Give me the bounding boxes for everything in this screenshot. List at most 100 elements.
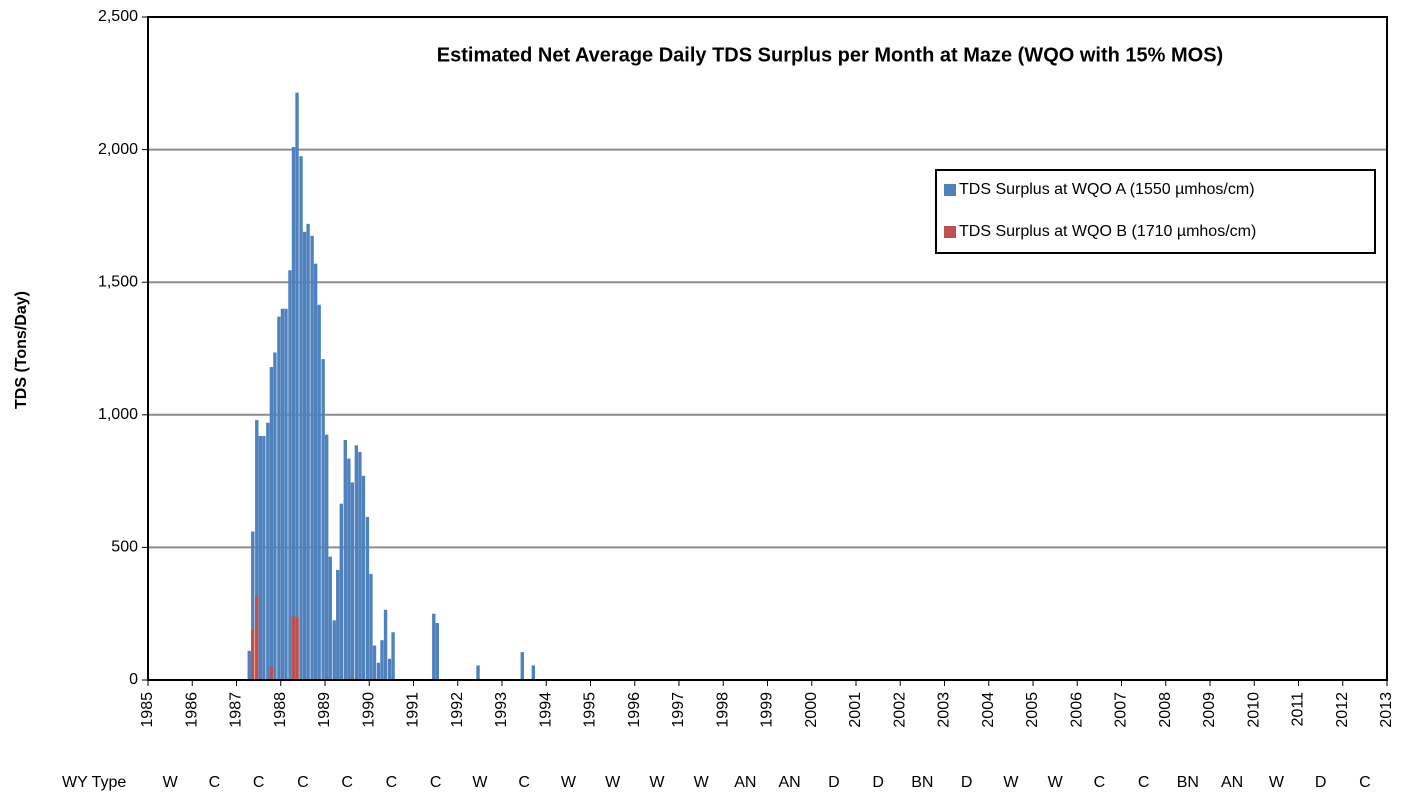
bar	[255, 595, 259, 680]
wy-type: D	[828, 774, 840, 791]
legend-swatch	[944, 226, 956, 238]
x-tick-label: 2003	[936, 692, 953, 728]
x-tick-label: 1985	[139, 692, 156, 728]
bar	[369, 573, 373, 680]
bar	[306, 223, 310, 680]
bar	[266, 422, 270, 680]
bar	[432, 613, 436, 680]
bar	[347, 458, 351, 680]
bar	[343, 439, 347, 680]
bar	[358, 451, 362, 680]
wy-type: C	[1359, 774, 1371, 791]
wy-type: D	[872, 774, 884, 791]
bar	[350, 677, 355, 680]
bar	[435, 622, 440, 680]
bar	[313, 263, 318, 680]
bar	[251, 629, 255, 680]
x-tick-label: 1994	[537, 692, 554, 728]
wy-type: C	[297, 774, 309, 791]
wy-type: C	[341, 774, 353, 791]
bar	[372, 645, 377, 680]
wy-type: W	[1048, 774, 1064, 791]
wy-type: D	[961, 774, 973, 791]
legend-label: TDS Surplus at WQO A (1550 µmhos/cm)	[959, 181, 1255, 198]
x-tick-label: 2008	[1157, 692, 1174, 728]
bar	[262, 436, 266, 680]
bar	[295, 92, 299, 680]
wy-type: W	[1269, 774, 1285, 791]
x-tick-label: 1992	[449, 692, 466, 728]
legend-label: TDS Surplus at WQO B (1710 µmhos/cm)	[959, 223, 1256, 240]
bar	[251, 531, 255, 680]
wy-type: AN	[779, 774, 801, 791]
bar	[383, 609, 388, 680]
bar	[310, 235, 314, 681]
bar	[332, 620, 336, 680]
bar	[291, 146, 296, 680]
y-tick-label: 0	[129, 671, 138, 688]
x-tick-label: 1993	[493, 692, 510, 728]
x-tick-label: 2000	[803, 692, 820, 728]
wy-type: C	[518, 774, 530, 791]
bar	[273, 352, 277, 680]
bar	[247, 650, 251, 680]
y-tick-label: 500	[111, 539, 138, 556]
wy-type: BN	[1177, 774, 1199, 791]
bar	[258, 436, 263, 680]
bar	[328, 556, 332, 680]
wy-type: W	[561, 774, 577, 791]
legend-swatch	[944, 184, 956, 196]
legend-box	[935, 169, 1376, 254]
bar	[277, 316, 281, 680]
x-tick-label: 2007	[1113, 692, 1130, 728]
x-tick-label: 1991	[405, 692, 422, 728]
x-tick-label: 1986	[183, 692, 200, 728]
bar	[321, 359, 325, 680]
wy-type: W	[649, 774, 665, 791]
x-tick-label: 1988	[272, 692, 289, 728]
chart-title: Estimated Net Average Daily TDS Surplus …	[437, 44, 1223, 66]
x-tick-label: 2010	[1245, 692, 1262, 728]
wy-type: C	[253, 774, 265, 791]
bar	[350, 482, 355, 680]
bar	[325, 434, 329, 680]
bar	[295, 617, 299, 680]
bar	[387, 658, 392, 680]
bar	[280, 308, 285, 680]
x-tick-label: 2011	[1290, 692, 1307, 727]
y-tick-label: 1,500	[98, 273, 138, 290]
wy-type: C	[430, 774, 442, 791]
wy-type: W	[605, 774, 621, 791]
x-tick-label: 1987	[228, 692, 245, 728]
y-tick-label: 2,500	[98, 8, 138, 25]
bar	[269, 367, 274, 680]
x-tick-label: 1990	[360, 692, 377, 728]
x-tick-label: 2002	[891, 692, 908, 728]
wy-type: W	[1003, 774, 1019, 791]
x-tick-label: 1989	[316, 692, 333, 728]
x-tick-label: 2005	[1024, 692, 1041, 728]
wy-type: W	[694, 774, 710, 791]
bar	[336, 569, 340, 680]
bar	[354, 445, 359, 680]
wy-type: D	[1315, 774, 1327, 791]
bar	[255, 420, 259, 680]
x-tick-label: 2013	[1378, 692, 1395, 728]
x-tick-label: 1997	[670, 692, 687, 728]
bar	[269, 666, 274, 680]
bar	[531, 665, 536, 680]
wy-type: BN	[911, 774, 933, 791]
x-tick-label: 1998	[714, 692, 731, 728]
wy-type: C	[1138, 774, 1150, 791]
bar	[291, 616, 296, 680]
x-tick-label: 1995	[582, 692, 599, 728]
x-tick-label: 2006	[1068, 692, 1085, 728]
wy-type: AN	[734, 774, 756, 791]
bar	[317, 304, 321, 680]
bar	[288, 270, 292, 680]
x-tick-label: 2012	[1334, 692, 1351, 728]
x-tick-label: 1996	[626, 692, 643, 728]
bar	[376, 662, 381, 680]
